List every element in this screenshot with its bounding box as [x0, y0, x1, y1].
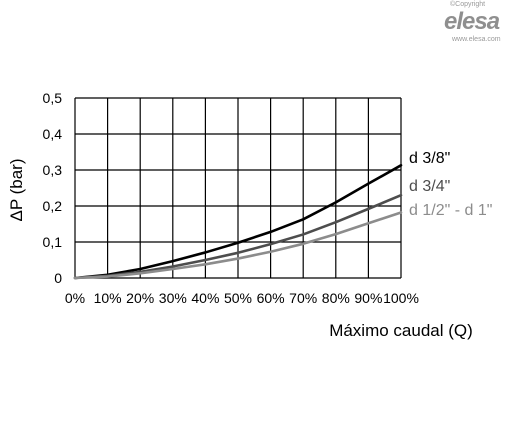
y-tick-label: 0,4 [43, 126, 63, 142]
x-tick-label: 30% [159, 290, 187, 306]
y-tick-label: 0,5 [43, 90, 63, 106]
x-tick-label: 70% [289, 290, 317, 306]
series-line [73, 164, 403, 280]
series-label: d 3/4" [409, 178, 450, 195]
x-tick-label: 10% [94, 290, 122, 306]
copyright-text: ©Copyright [450, 1, 486, 8]
x-tick-label: 100% [383, 290, 419, 306]
x-tick-label: 40% [191, 290, 219, 306]
x-axis-label: Máximo caudal (Q) [329, 321, 473, 340]
brand-wordmark: elesa [444, 8, 500, 35]
series-line [73, 211, 403, 280]
x-tick-label: 80% [322, 290, 350, 306]
x-tick-label: 50% [224, 290, 252, 306]
brand-logo: ©Copyright elesa www.elesa.com [440, 0, 510, 46]
y-tick-label: 0,2 [43, 198, 63, 214]
series-label: d 1/2" - d 1" [409, 202, 492, 219]
y-tick-label: 0,3 [43, 162, 63, 178]
brand-url: www.elesa.com [452, 36, 501, 43]
x-tick-label: 0% [65, 290, 85, 306]
series-label: d 3/8" [409, 150, 450, 167]
x-tick-label: 20% [126, 290, 154, 306]
x-tick-label: 90% [354, 290, 382, 306]
y-tick-label: 0,1 [43, 234, 63, 250]
y-axis-label: ΔP (bar) [7, 158, 26, 221]
x-tick-label: 60% [257, 290, 285, 306]
y-tick-label: 0 [54, 270, 62, 286]
